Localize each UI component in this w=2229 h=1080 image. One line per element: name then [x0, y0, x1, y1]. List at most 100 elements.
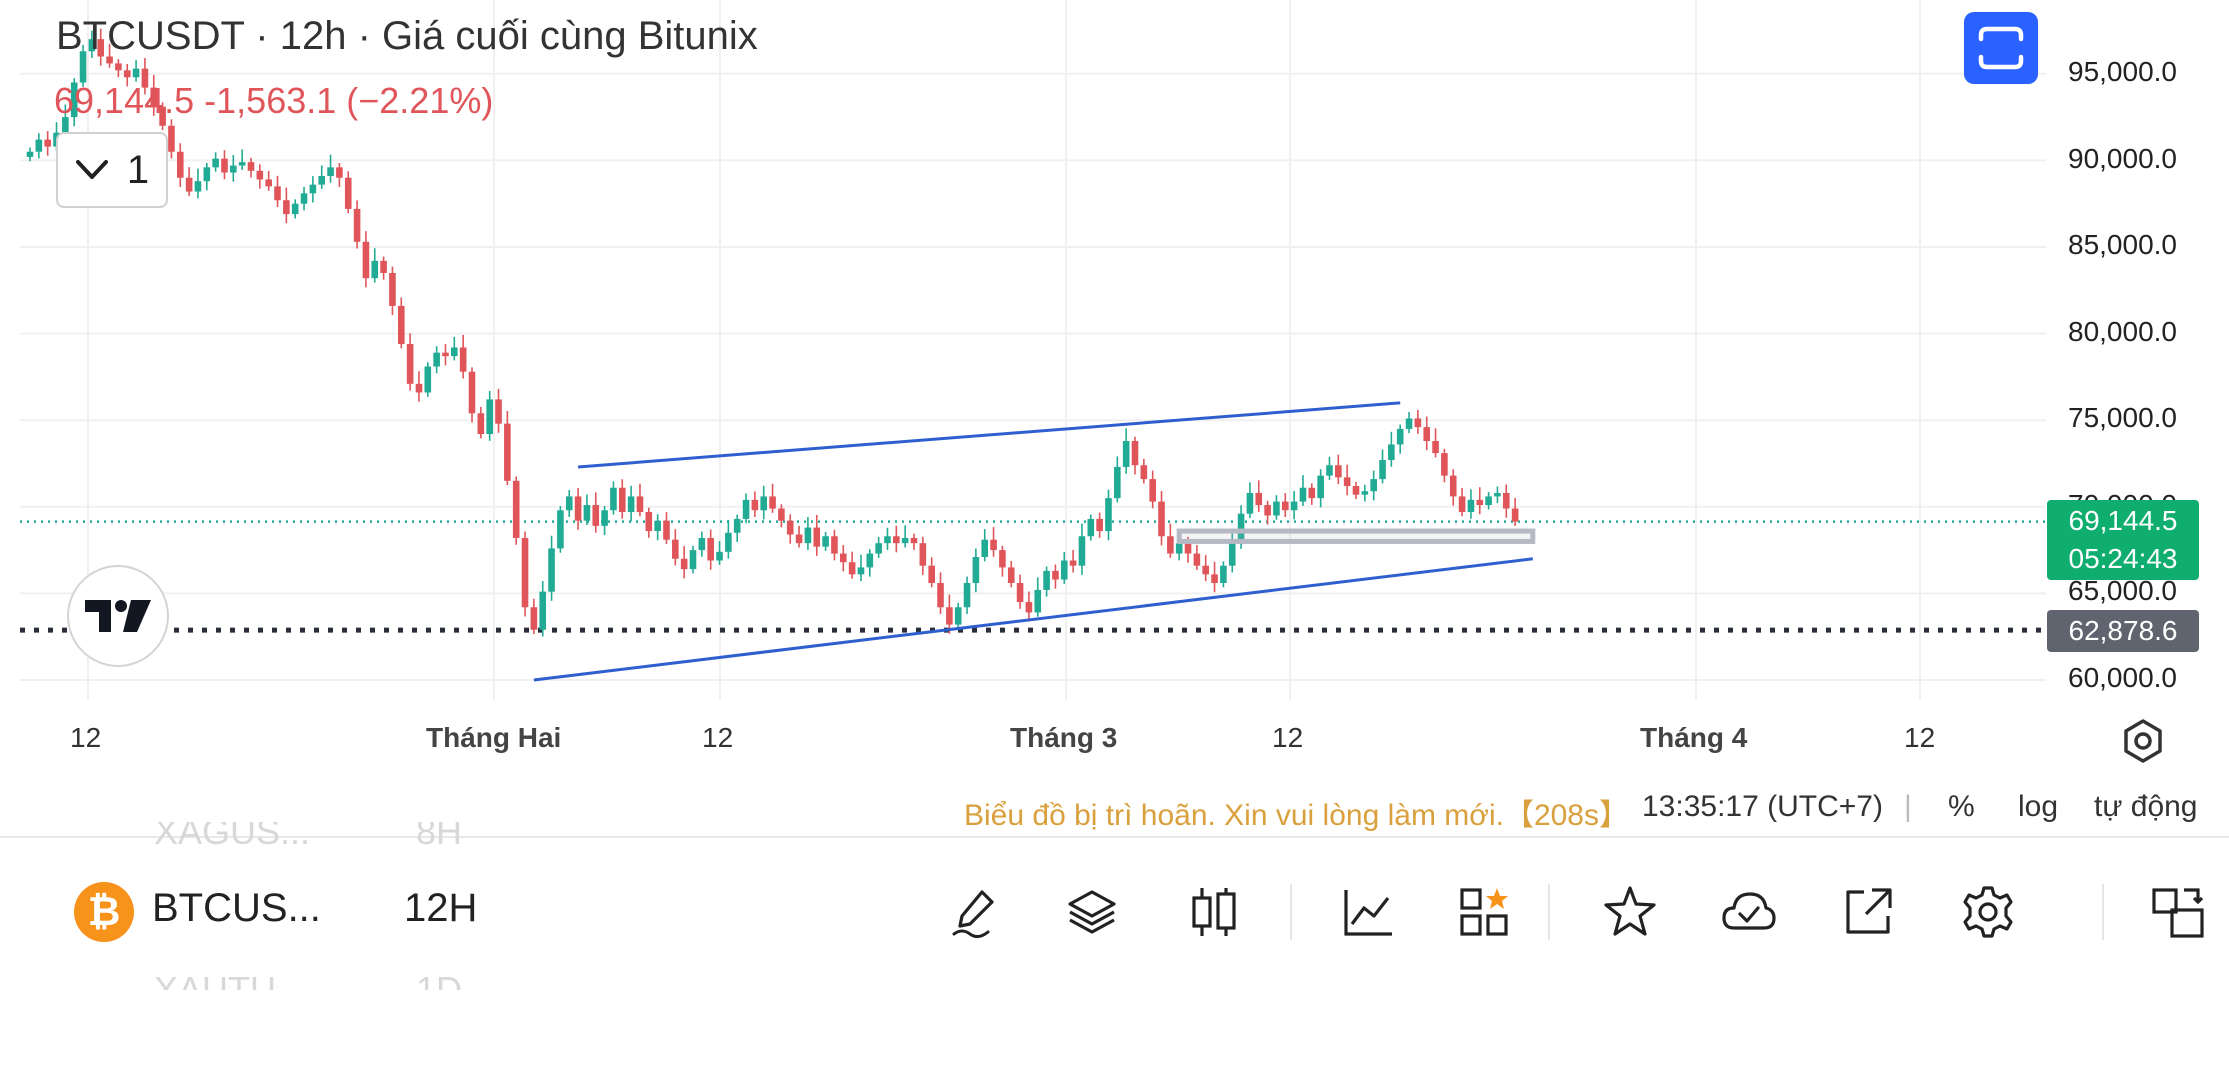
candle-body [221, 158, 228, 173]
candle-body [477, 413, 485, 435]
candle-body [1281, 501, 1289, 511]
fullscreen-button[interactable] [1964, 12, 2038, 84]
candles-icon[interactable] [1186, 884, 1242, 940]
current-price-value: 69,144.5 [2068, 505, 2178, 536]
candle-body [1458, 496, 1466, 512]
candle-body [1326, 465, 1333, 476]
time-axis-label: Tháng 4 [1640, 722, 1748, 753]
tradingview-logo[interactable] [67, 565, 169, 667]
panel-divider [0, 836, 2229, 838]
interval-selector[interactable]: 12H [404, 886, 478, 930]
candle-body [742, 499, 750, 519]
legend-count: 1 [126, 147, 150, 192]
ghost-symbol-below: XAUTU... [154, 969, 307, 990]
status-separator: | [1904, 790, 1912, 823]
candle-body [168, 125, 175, 152]
candle-body [1264, 505, 1271, 516]
settings-icon[interactable] [1960, 884, 2016, 940]
candle-body [1060, 560, 1068, 580]
candle-body [725, 532, 732, 552]
candle-body [848, 562, 856, 575]
cloud-icon[interactable] [1720, 884, 1776, 940]
fullscreen-icon [1978, 26, 2024, 70]
candle-body [875, 543, 882, 554]
candle-body [256, 170, 264, 180]
candle-body [79, 51, 87, 83]
draw-icon[interactable] [948, 884, 1004, 940]
toolbar-separator [1548, 884, 1550, 940]
star-icon[interactable] [1602, 884, 1658, 940]
candlestick-series [26, 28, 1519, 637]
auto-scale-toggle[interactable]: tự động [2094, 790, 2198, 823]
price-axis-label: 85,000.0 [2068, 229, 2177, 260]
candle-body [44, 139, 51, 147]
candle-body [1078, 536, 1086, 566]
toolbar-separator [2102, 884, 2104, 940]
candle-body [733, 518, 741, 533]
candle-body [291, 203, 299, 215]
candle-body [1432, 440, 1439, 454]
candle-body [1069, 560, 1077, 566]
candle-body [504, 423, 511, 481]
candle-body [893, 536, 900, 544]
price-axis-label: 95,000.0 [2068, 56, 2177, 87]
templates-icon[interactable] [1456, 884, 1512, 940]
candle-body [1246, 492, 1254, 514]
time-axis-label: 12 [70, 722, 102, 753]
candle-body [115, 63, 122, 71]
candle-body [185, 177, 193, 192]
delay-notice[interactable]: Biểu đồ bị trì hoãn. Xin vui lòng làm mớ… [964, 799, 1629, 832]
drawing-overlays[interactable] [533, 401, 1536, 682]
axis-settings-icon[interactable] [2120, 718, 2166, 764]
candle-body [1193, 553, 1201, 566]
candle-body [159, 106, 166, 126]
candle-body [946, 607, 953, 625]
candle-body [309, 184, 317, 194]
candle-body [1352, 486, 1360, 495]
change-readout: -1,563.1 (−2.21%) [204, 80, 494, 121]
candle-body [406, 343, 414, 384]
candle-body [495, 399, 502, 424]
price-change-readout: 69,144.5 -1,563.1 (−2.21%) [54, 80, 493, 122]
bitcoin-icon: ₿ [74, 882, 134, 942]
share-icon[interactable] [1840, 884, 1896, 940]
candle-body [1025, 602, 1033, 613]
candle-body [601, 510, 608, 526]
candle-body [645, 511, 653, 532]
toolbar-separator [1290, 884, 1292, 940]
candle-body [26, 151, 34, 157]
candle-body [769, 496, 776, 509]
candle-body [1343, 477, 1351, 487]
candle-body [35, 139, 43, 152]
candle-body [707, 537, 714, 561]
tv-logo-icon [85, 600, 151, 632]
candle-body [557, 510, 564, 549]
candle-body [548, 548, 555, 592]
candle-body [300, 193, 308, 204]
candle-body [1476, 499, 1484, 506]
log-scale-toggle[interactable]: log [2018, 790, 2059, 823]
candle-body [486, 399, 493, 435]
indicators-icon[interactable] [1340, 884, 1396, 940]
time-axis-label: 12 [1272, 722, 1304, 753]
candle-body [574, 496, 582, 521]
timezone-clock[interactable]: 13:35:17 (UTC+7) [1642, 790, 1883, 823]
candle-body [247, 162, 255, 171]
symbol-selector[interactable]: BTCUS... [152, 886, 321, 930]
candle-body [336, 167, 343, 178]
trendline-lower [533, 557, 1533, 682]
chevron-down-icon [75, 160, 108, 179]
candle-body [1299, 487, 1307, 502]
candle-body [716, 551, 723, 561]
candle-body [1052, 570, 1059, 580]
swap-layout-icon[interactable] [2150, 884, 2206, 940]
layers-icon[interactable] [1064, 884, 1120, 940]
candle-body [1149, 479, 1156, 502]
candle-body [1405, 418, 1413, 429]
candle-body [132, 68, 140, 78]
candle-body [468, 371, 476, 414]
candle-body [672, 539, 679, 559]
price-chart[interactable] [0, 0, 2229, 820]
legend-collapse-button[interactable]: 1 [56, 132, 168, 208]
percent-scale-toggle[interactable]: % [1948, 790, 1975, 823]
